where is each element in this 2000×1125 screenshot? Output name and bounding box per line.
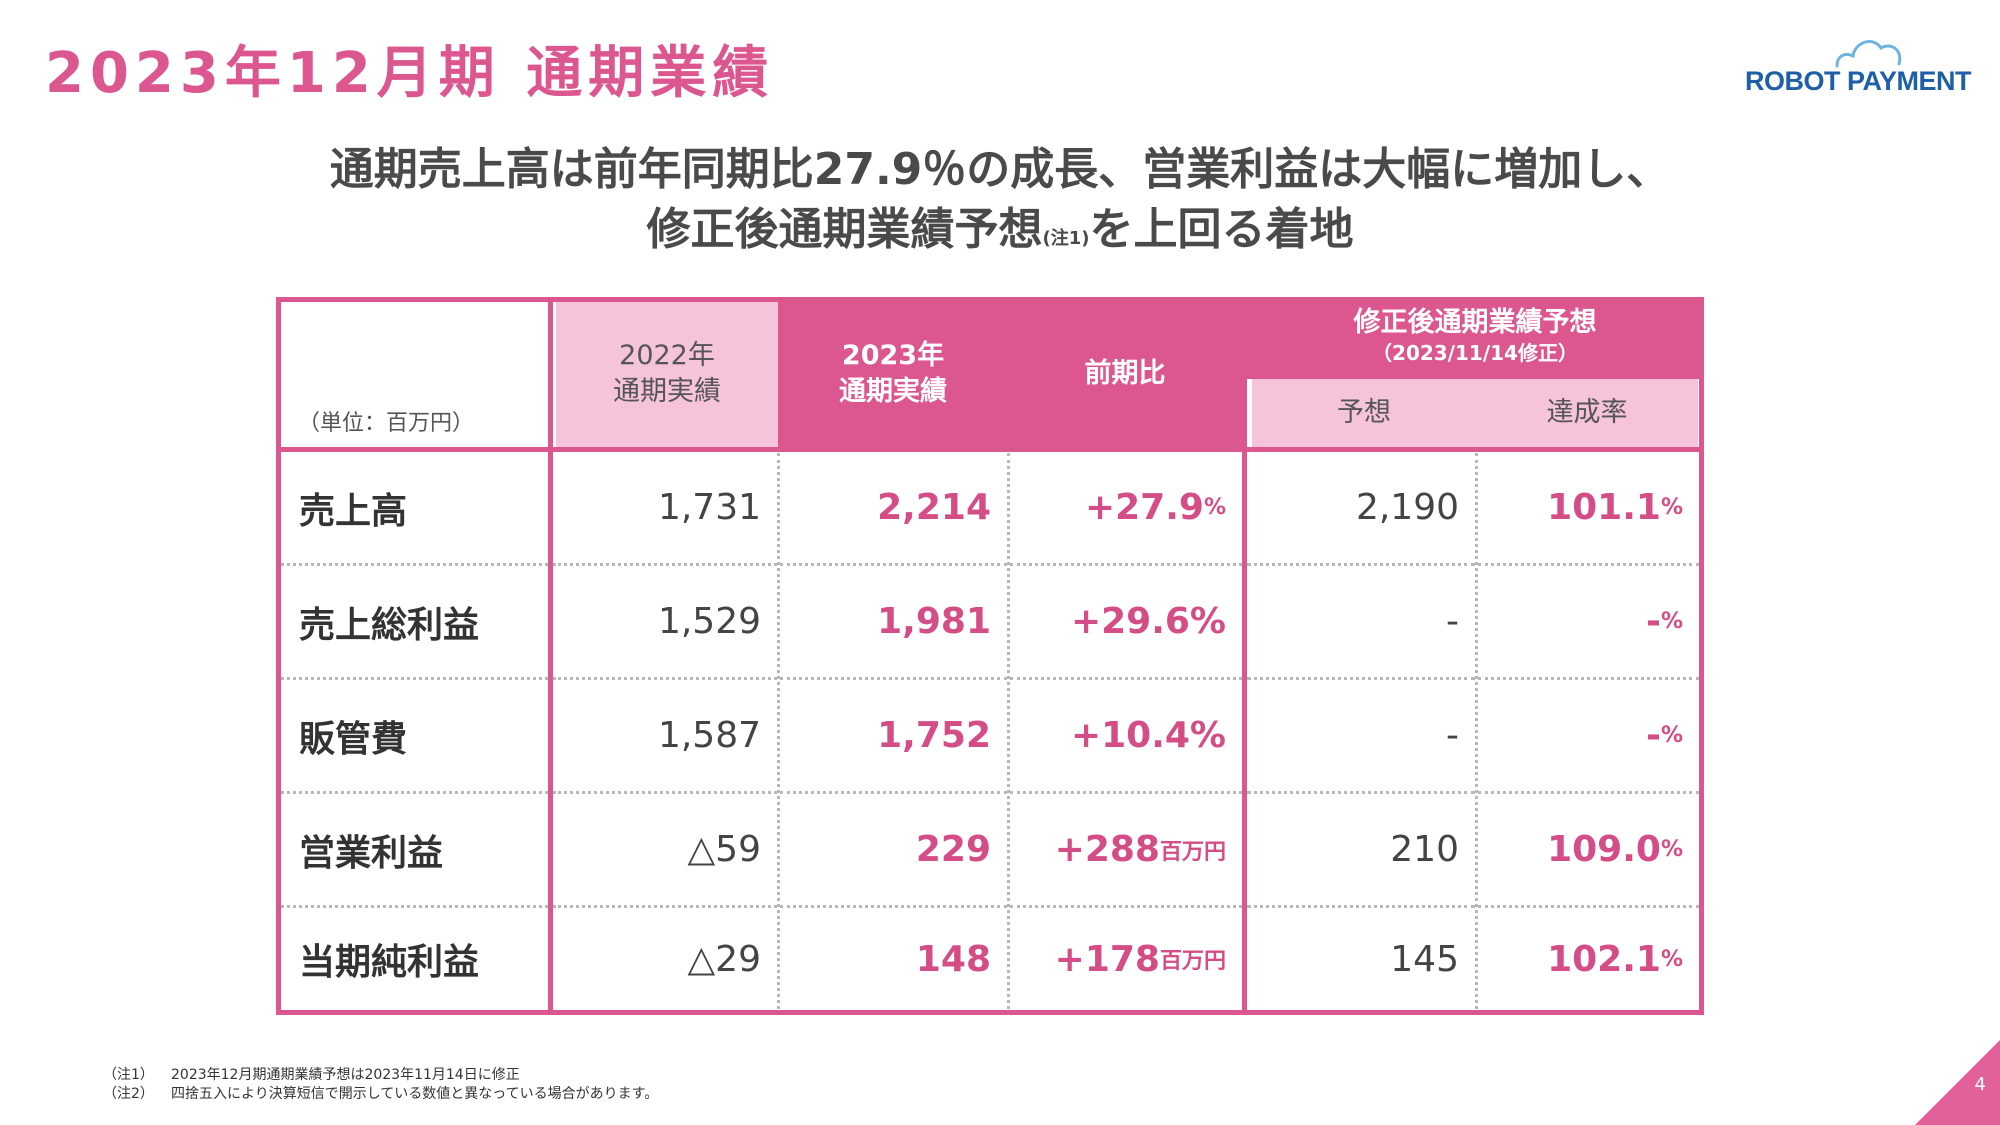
yoy-value: +27.9% [1010, 452, 1242, 566]
header-fy2022-label: 通期実績 [613, 376, 721, 407]
unit-label: （単位：百万円） [298, 411, 475, 436]
header-forecast-group: 修正後通期業績予想 （2023/11/14修正） [1246, 297, 1704, 379]
footnote-text: 2023年12月期通期業績予想は2023年11月14日に修正 [171, 1067, 520, 1083]
achievement-unit: % [1660, 723, 1683, 748]
footnote-mark: （注2） [103, 1086, 154, 1102]
cloud-icon [1835, 40, 1902, 68]
headline-line-2: 修正後通期業績予想(注1)を上回る着地 [0, 200, 2000, 269]
header-yoy: 前期比 [1084, 358, 1166, 389]
results-table: （単位：百万円） 2022年通期実績 2023年通期実績 前期比 修正後通期業績… [276, 297, 1704, 1015]
achievement-unit: % [1660, 495, 1683, 520]
achievement-value: 101.1% [1478, 452, 1699, 566]
yoy-value: +29.6% [1010, 566, 1242, 680]
fy2023-value: 229 [780, 794, 1007, 908]
row-label: 営業利益 [281, 794, 548, 908]
achievement-number: 102.1 [1547, 938, 1661, 980]
row-label: 販管費 [281, 680, 548, 794]
yoy-unit: 百万円 [1159, 839, 1226, 865]
column-divider [777, 453, 780, 1009]
forecast-value: 145 [1390, 938, 1459, 980]
achievement-unit: % [1660, 609, 1683, 634]
table-top-border [276, 297, 1704, 302]
yoy-unit: 百万円 [1159, 949, 1226, 974]
achievement-value: 109.0% [1478, 794, 1699, 908]
fy2022-value: 1,529 [553, 566, 777, 680]
achievement-unit: % [1660, 946, 1683, 972]
header-fy2022: 2022年通期実績 [556, 301, 778, 447]
yoy-value: +10.4% [1010, 680, 1242, 794]
achievement-unit: % [1660, 837, 1683, 862]
achievement-number: - [1646, 601, 1661, 642]
header-fy2023: 2023年通期実績 [778, 297, 1008, 451]
yoy-number: +288 [1054, 829, 1160, 870]
header-achievement: 達成率 [1476, 379, 1698, 447]
achievement-number: 101.1 [1547, 487, 1661, 528]
footnotes: （注1） 2023年12月期通期業績予想は2023年11月14日に修正 （注2） 四… [103, 1066, 658, 1104]
footnote-text: 四捨五入により決算短信で開示している数値と異なっている場合があります。 [171, 1086, 659, 1102]
fy2023-value: 1,752 [780, 680, 1007, 794]
footnote: （注1） 2023年12月期通期業績予想は2023年11月14日に修正 [103, 1066, 658, 1085]
header-fy2023-year: 2023年 [841, 340, 945, 371]
yoy-unit: % [1203, 495, 1226, 520]
fy2023-value: 148 [915, 938, 991, 980]
fy2022-value: 1,587 [553, 680, 777, 794]
fy2023-value: 2,214 [780, 452, 1007, 566]
fy2022-value: △59 [553, 794, 777, 908]
header-divider [276, 447, 1704, 452]
headline-line-2-end: を上回る着地 [1089, 204, 1354, 255]
page-title: 2023年12月期 通期業績 [45, 41, 775, 106]
yoy-number: +29.6% [1070, 601, 1226, 642]
column-divider [1475, 453, 1478, 1009]
header-forecast-title: 修正後通期業績予想 [1353, 307, 1597, 338]
headline-line-1: 通期売上高は前年同期比27.9％の成長、営業利益は大幅に増加し、 [329, 144, 1671, 195]
achievement-value: -% [1478, 680, 1699, 794]
logo-text: ROBOT PAYMENT [1745, 66, 1972, 96]
forecast-value: - [1247, 680, 1475, 794]
page-corner-decoration [1915, 1040, 2000, 1125]
headline-line-2-main: 修正後通期業績予想 [646, 204, 1043, 255]
row-label: 売上総利益 [281, 566, 548, 680]
yoy-number: +178 [1054, 938, 1160, 980]
yoy-value: +178 百万円 [1010, 908, 1242, 1010]
yoy-number: +27.9 [1084, 487, 1204, 528]
row-label: 当期純利益 [299, 942, 480, 983]
header-forecast-date: （2023/11/14修正） [1372, 341, 1578, 365]
forecast-value: 2,190 [1247, 452, 1475, 566]
header-fy2022-year: 2022年 [619, 340, 715, 371]
achievement-number: 109.0 [1547, 829, 1661, 870]
company-logo: ROBOT PAYMENT [1745, 32, 1975, 104]
fy2023-value: 1,981 [780, 566, 1007, 680]
page-number: 4 [1974, 1074, 1986, 1095]
label-column-divider [548, 297, 553, 1015]
headline-note-mark: (注1) [1042, 228, 1090, 249]
yoy-value: +288 百万円 [1010, 794, 1242, 908]
achievement-number: - [1646, 715, 1661, 756]
yoy-number: +10.4% [1070, 715, 1226, 756]
fy2022-value: △29 [687, 938, 762, 980]
footnote: （注2） 四捨五入により決算短信で開示している数値と異なっている場合があります。 [103, 1085, 658, 1104]
headline: 通期売上高は前年同期比27.9％の成長、営業利益は大幅に増加し、 修正後通期業績… [0, 140, 2000, 269]
table-bottom-border [276, 1010, 1704, 1015]
footnote-mark: （注1） [103, 1067, 154, 1083]
header-fy2023-label: 通期実績 [839, 376, 947, 407]
forecast-value: 210 [1247, 794, 1475, 908]
unit-header-cell: （単位：百万円） [280, 301, 548, 447]
fy2022-value: 1,731 [553, 452, 777, 566]
row-label: 売上高 [281, 452, 548, 566]
table-left-border [276, 297, 281, 1015]
forecast-column-divider [1242, 297, 1247, 1015]
achievement-value: -% [1478, 566, 1699, 680]
header-forecast: 予想 [1252, 379, 1476, 447]
header-dark-band [778, 297, 1246, 451]
table-right-border [1699, 297, 1704, 1015]
achievement-value: 102.1% [1478, 908, 1699, 1010]
forecast-value: - [1247, 566, 1475, 680]
column-divider [1007, 453, 1010, 1009]
